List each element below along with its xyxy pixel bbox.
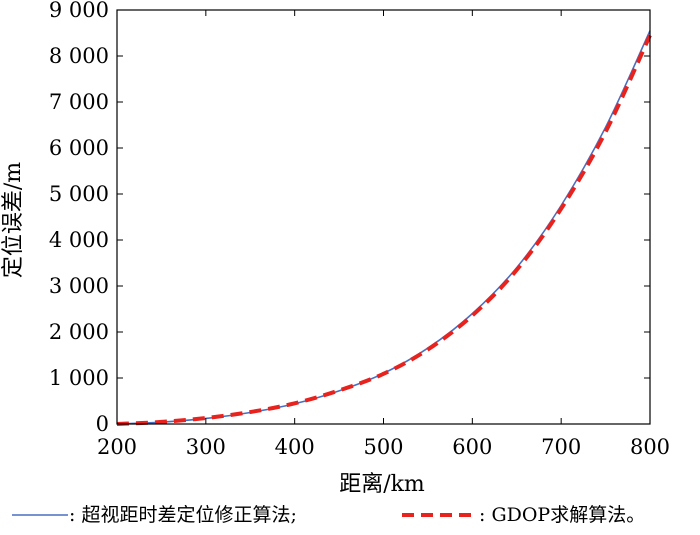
y-tick-label: 7 000 [49, 90, 109, 114]
series-line-2 [116, 34, 652, 426]
y-tick-label: 3 000 [49, 274, 109, 298]
plot-background [117, 10, 650, 424]
tick-label-layer: 200 300 400 500 600 700 800 0 1 000 2 000 3 000 4 0… [49, 0, 670, 459]
y-tick-label: 2 000 [49, 320, 109, 344]
y-axis-title: 定位误差/m [1, 162, 26, 278]
y-tick-label: 9 000 [49, 0, 109, 22]
x-tick-label: 600 [452, 435, 492, 459]
legend-label-series-1: : 超视距时差定位修正算法; [69, 504, 297, 526]
y-tick-label: 8 000 [49, 44, 109, 68]
y-tick-label: 0 [96, 412, 109, 436]
x-tick-label: 200 [97, 435, 137, 459]
y-tick-label: 5 000 [49, 182, 109, 206]
x-tick-label: 700 [541, 435, 581, 459]
axis-layer [116, 9, 651, 425]
x-tick-label: 300 [186, 435, 226, 459]
y-tick-label: 4 000 [49, 228, 109, 252]
x-axis-title: 距离/km [339, 472, 425, 497]
x-tick-label: 800 [630, 435, 670, 459]
legend: : 超视距时差定位修正算法; : GDOP求解算法。 [12, 504, 645, 526]
legend-label-series-2: : GDOP求解算法。 [479, 504, 645, 526]
plot-area [117, 10, 650, 424]
x-tick-label: 500 [363, 435, 403, 459]
x-tick-label: 400 [275, 435, 315, 459]
y-tick-label: 6 000 [49, 136, 109, 160]
y-tick-label: 1 000 [49, 366, 109, 390]
series-layer [116, 30, 652, 426]
